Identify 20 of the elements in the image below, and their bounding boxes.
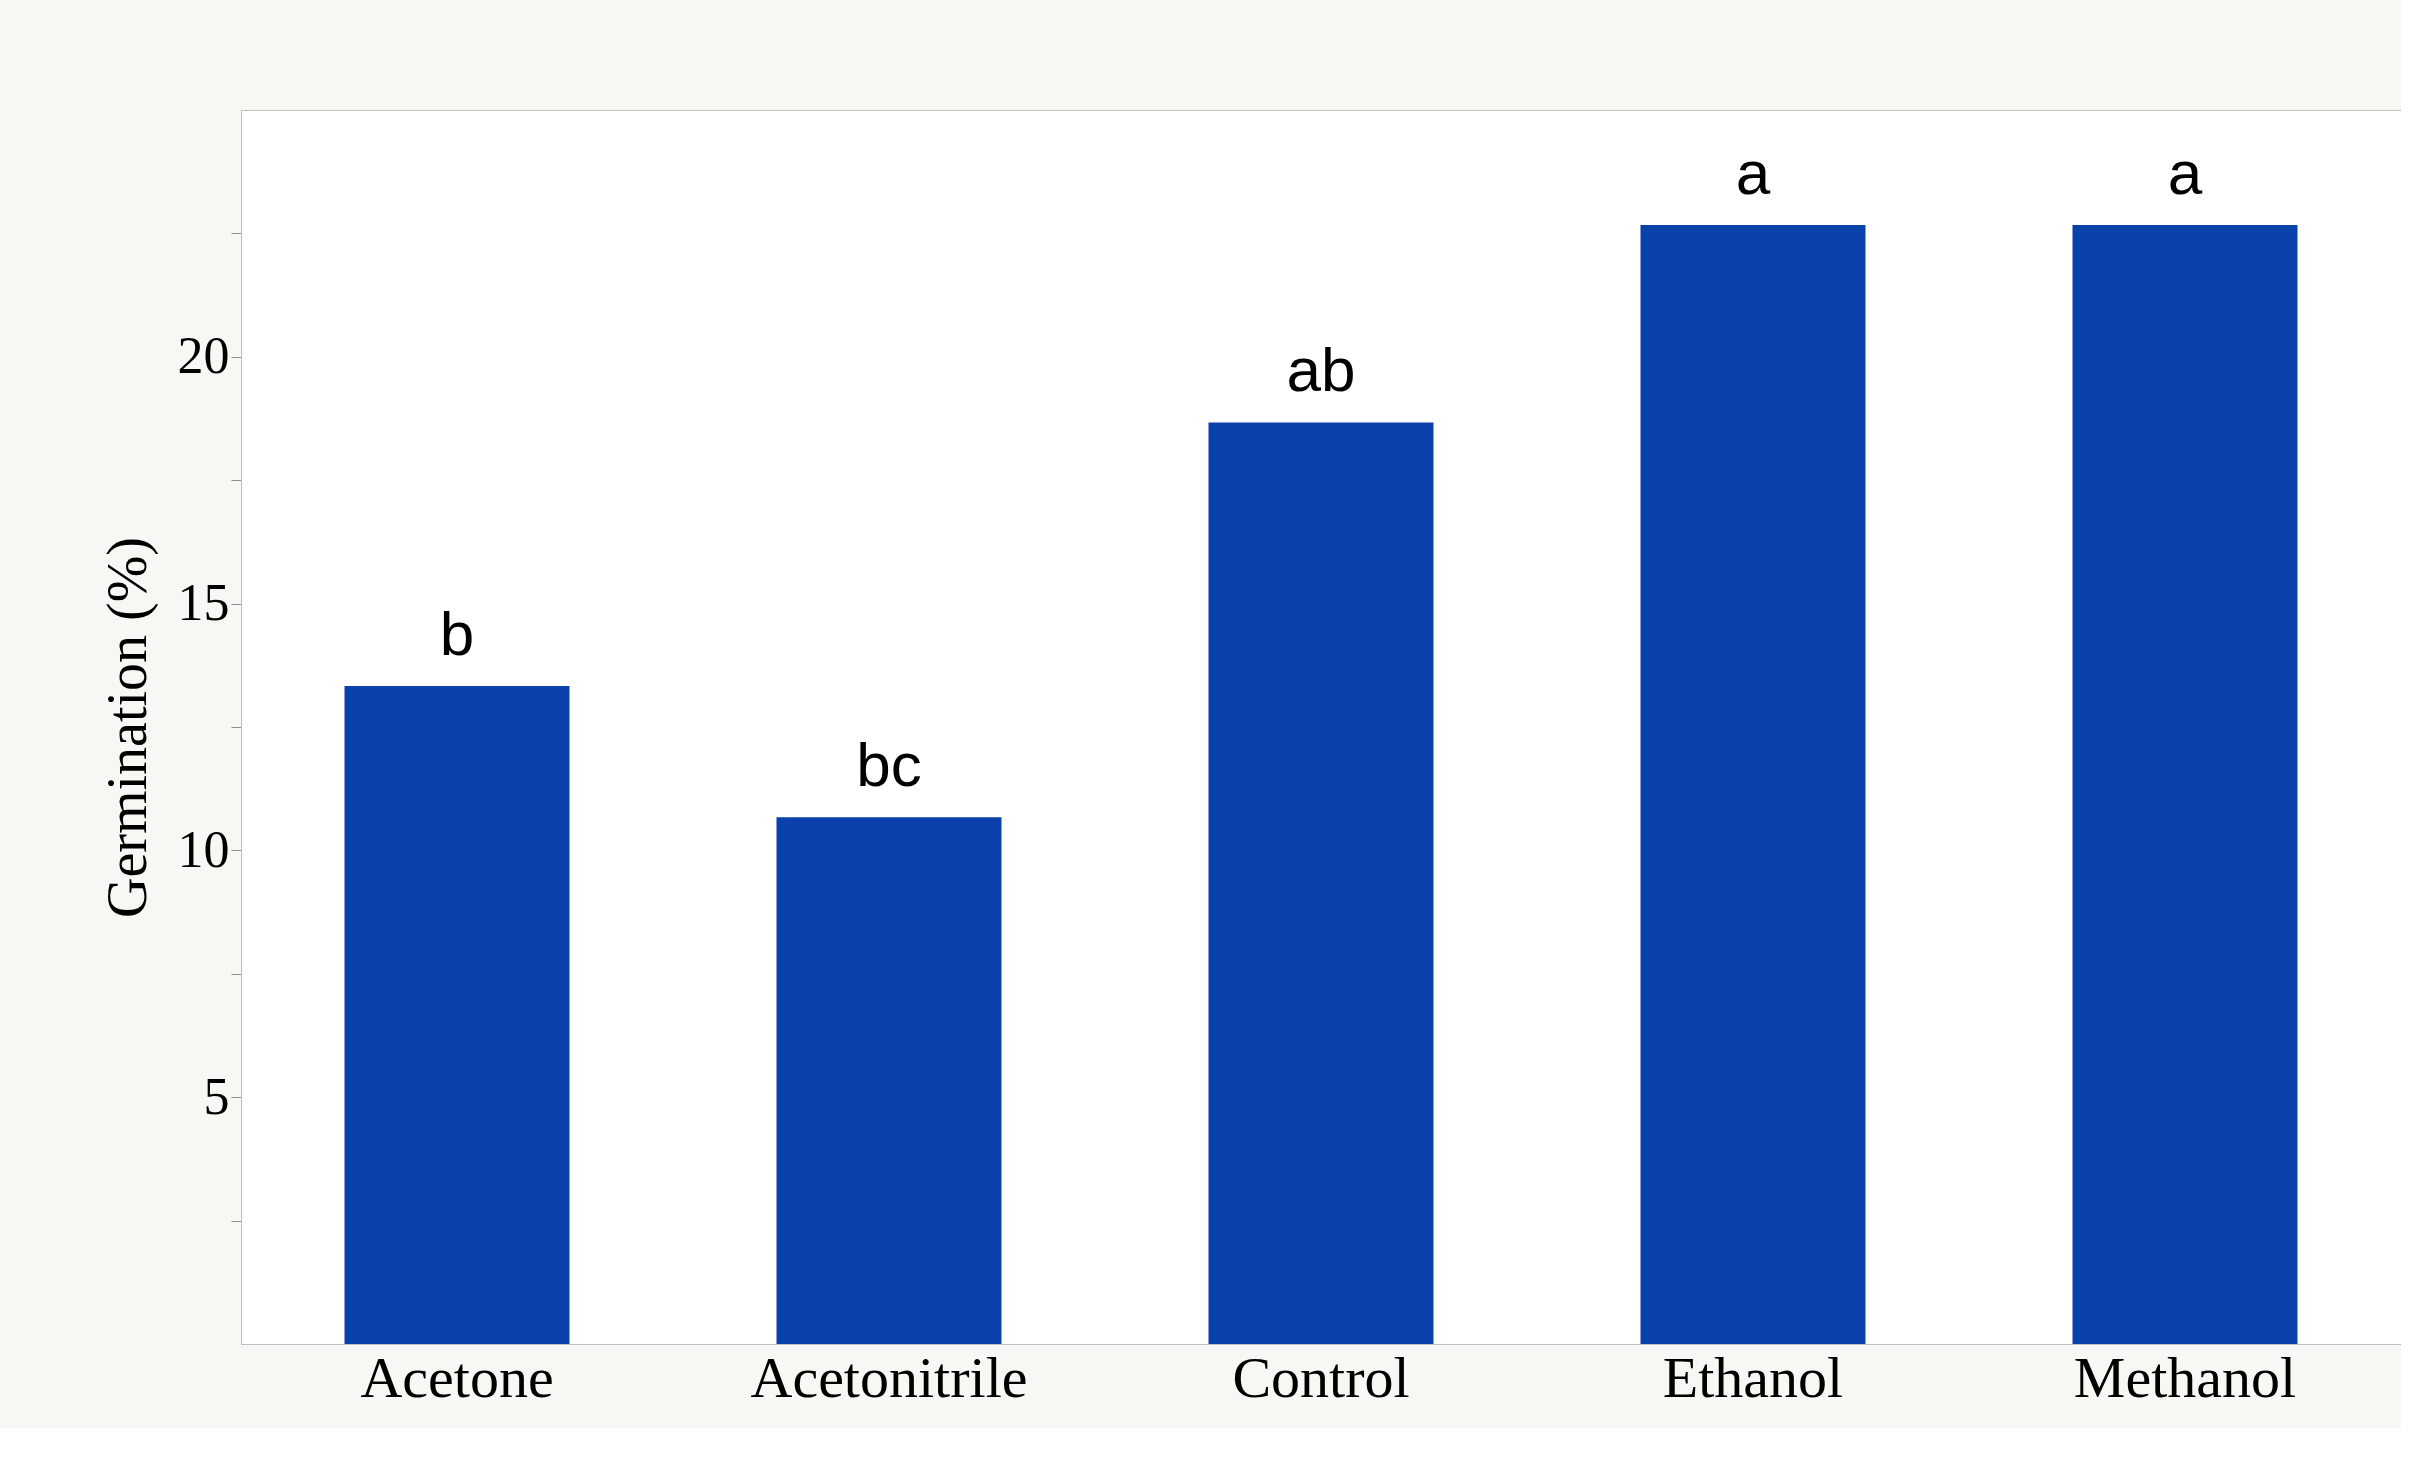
annotation: a (2167, 138, 2203, 208)
bar (344, 686, 570, 1344)
x-tick-label: Ethanol (1662, 1344, 1844, 1410)
y-tick-label: 20 (177, 327, 230, 385)
bar (776, 817, 1002, 1344)
y-axis-title: Germination (%) (95, 537, 159, 918)
x-tick-label: Control (1232, 1344, 1410, 1410)
annotation: ab (1286, 335, 1356, 405)
x-tick-label: Acetonitrile (750, 1344, 1028, 1410)
x-tick-label: Acetone (360, 1344, 554, 1410)
x-tick-label: Methanol (2073, 1344, 2297, 1410)
y-tick-label: 5 (203, 1067, 230, 1125)
bar (2072, 225, 2298, 1344)
y-tick-label: 10 (177, 820, 230, 878)
y-tick-label: 15 (177, 574, 230, 632)
bar (1208, 422, 1434, 1344)
bar (1640, 225, 1866, 1344)
annotation: b (439, 599, 475, 669)
annotation: a (1735, 138, 1771, 208)
annotation: bc (856, 730, 922, 800)
